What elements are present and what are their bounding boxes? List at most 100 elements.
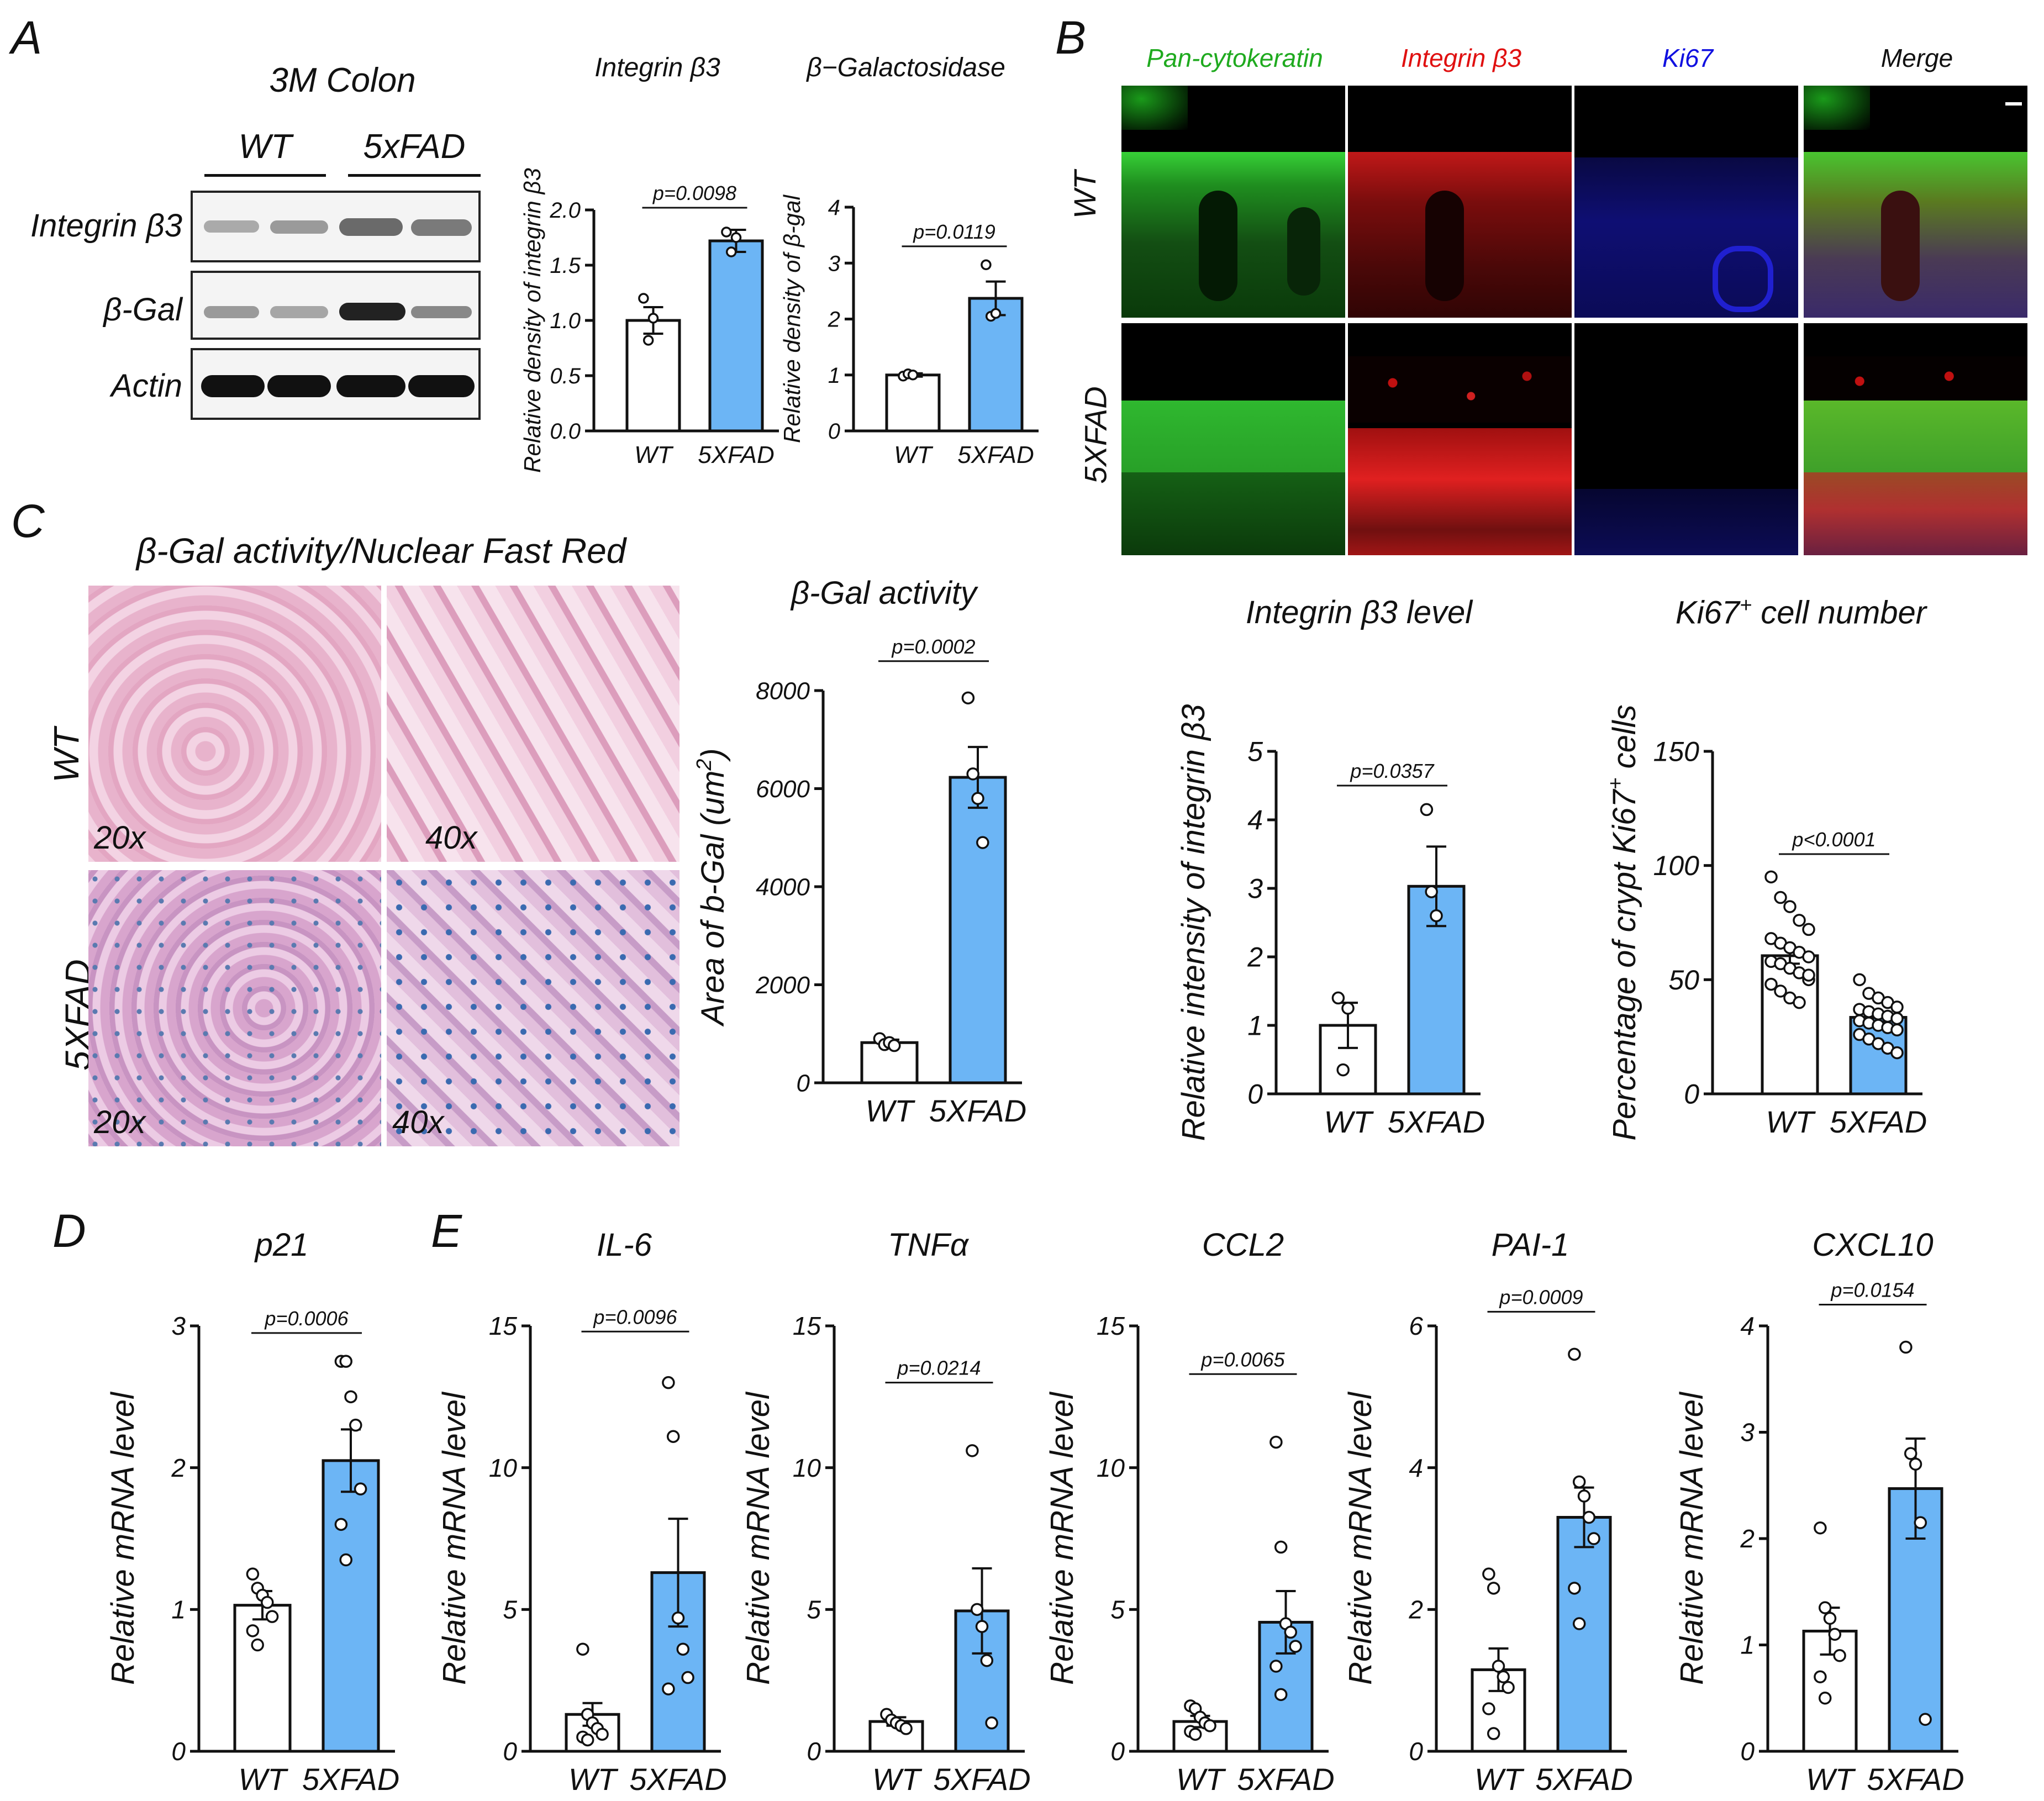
bar-5xfad: [1556, 1516, 1612, 1753]
y-tick-label: 0: [1247, 1079, 1263, 1110]
data-point: [1492, 1660, 1505, 1673]
data-point: [1783, 900, 1797, 913]
data-point: [1802, 968, 1815, 982]
data-point: [642, 335, 654, 346]
y-tick-label: 50: [1668, 965, 1699, 996]
data-point: [1497, 1670, 1510, 1683]
y-tick-label: 4: [828, 196, 840, 220]
data-point: [966, 767, 979, 781]
data-point: [1289, 1640, 1302, 1653]
data-point: [662, 1682, 675, 1695]
data-point: [1828, 1628, 1842, 1641]
data-point: [1572, 1475, 1586, 1489]
blot-band: [411, 306, 472, 318]
blot-band: [339, 303, 405, 320]
blot-band: [270, 220, 328, 234]
magnification-label: 20x: [94, 1104, 146, 1140]
y-tick-label: 2.0: [549, 198, 581, 223]
data-point: [1482, 1567, 1495, 1581]
blot-strip-bgal: [191, 271, 481, 340]
data-point: [1487, 1582, 1500, 1595]
chart-tnfa: 0 5 10 15 Relative mRNA level WT 5XFAD p=0.0214: [740, 1312, 1031, 1797]
y-axis-label: Relative mRNA level: [1044, 1391, 1080, 1685]
y-axis-label: Relative mRNA level: [105, 1391, 141, 1685]
data-point: [1284, 1625, 1298, 1639]
y-tick-label: 0: [1684, 1079, 1699, 1110]
y-tick-label: 15: [793, 1312, 821, 1340]
y-tick-label: 8000: [756, 677, 810, 704]
x-tick-label: WT: [1806, 1762, 1856, 1797]
data-point: [339, 1355, 352, 1368]
y-tick-label: 0: [1110, 1737, 1125, 1766]
data-point: [354, 1482, 367, 1495]
blot-row-label-bgal: β-Gal: [103, 292, 182, 328]
chart-p21: 0 1 2 3 Relative mRNA level WT 5XFAD p=0.0006: [105, 1307, 399, 1797]
x-tick-label: WT: [872, 1762, 923, 1797]
panel-letter-c: C: [11, 495, 45, 547]
data-point: [344, 1390, 357, 1404]
data-point: [1909, 1457, 1922, 1471]
y-tick-label: 0: [503, 1737, 517, 1766]
blot-strip-actin: [191, 348, 481, 420]
data-point: [666, 1430, 680, 1443]
x-tick-label: 5XFAD: [1830, 1104, 1927, 1139]
data-point: [1502, 1681, 1515, 1694]
data-point: [261, 1595, 274, 1609]
p-value-label: p=0.0357: [1350, 760, 1435, 782]
y-tick-label: 4000: [756, 873, 810, 900]
data-point: [251, 1638, 264, 1652]
blot-title: 3M Colon: [269, 61, 416, 99]
data-point: [980, 1653, 994, 1667]
y-tick-label: 100: [1653, 850, 1700, 881]
chart-title-bgal-activity: β-Gal activity: [791, 575, 977, 611]
p-value-label: p=0.0214: [897, 1357, 981, 1379]
data-point: [1853, 973, 1866, 987]
y-tick-label: 10: [793, 1454, 821, 1482]
data-point: [662, 1376, 675, 1389]
data-point: [899, 1722, 913, 1735]
bar-5xfad: [322, 1459, 380, 1753]
y-tick-label: 0.5: [550, 364, 581, 388]
if-image-wt-integrin: [1348, 86, 1572, 318]
data-point: [349, 1418, 362, 1432]
y-tick-label: 1: [828, 364, 840, 388]
chart-integrin-level: 0 1 2 3 4 5 Relative intensity of integrin β3 W…: [1176, 704, 1485, 1141]
y-tick-label: 1: [1740, 1631, 1755, 1660]
x-tick-label: 5XFAD: [302, 1762, 399, 1797]
p-value-label: p=0.0002: [891, 635, 975, 658]
if-image-5xfad-merge: [1804, 323, 2027, 555]
data-point: [1814, 1670, 1827, 1683]
y-tick-label: 0: [171, 1737, 186, 1766]
magnification-label: 40x: [425, 820, 477, 856]
data-point: [1774, 891, 1787, 904]
y-tick-label: 1.5: [550, 254, 581, 278]
data-point: [1814, 1521, 1827, 1535]
if-row-label-5xfad: 5XFAD: [1078, 386, 1113, 484]
chart-title-integrin-level: Integrin β3 level: [1245, 594, 1473, 630]
data-point: [1420, 803, 1434, 817]
y-axis-label: Percentage of crypt Ki67+ cells: [1604, 704, 1642, 1140]
y-axis-label: Relative mRNA level: [1674, 1391, 1710, 1685]
bar-wt: [233, 1604, 292, 1753]
data-point: [1331, 991, 1345, 1005]
x-tick-label: WT: [238, 1762, 288, 1797]
data-point: [1899, 1340, 1913, 1354]
data-point: [1430, 909, 1443, 923]
data-point: [907, 370, 919, 381]
blot-band: [411, 219, 472, 236]
data-point: [638, 293, 649, 304]
if-image-wt-merge: [1804, 86, 2027, 318]
data-point: [1890, 1023, 1904, 1037]
y-tick-label: 0: [1409, 1737, 1423, 1766]
data-point: [1904, 1447, 1917, 1460]
bar-5xfad: [968, 297, 1024, 433]
if-image-wt-ki67: [1574, 86, 1798, 318]
chart-title-p21: p21: [255, 1227, 309, 1263]
p-value-label: p=0.0119: [913, 220, 995, 243]
histo-image-wt-20x: 20x: [88, 586, 381, 862]
chart-bgal-blot: 0 1 2 3 4 Relative density of β-gal WT 5XFAD p=0…: [779, 194, 1039, 468]
bar-wt: [625, 319, 681, 433]
data-point: [1274, 1540, 1288, 1554]
data-point: [1833, 1649, 1846, 1662]
data-point: [966, 1444, 979, 1457]
